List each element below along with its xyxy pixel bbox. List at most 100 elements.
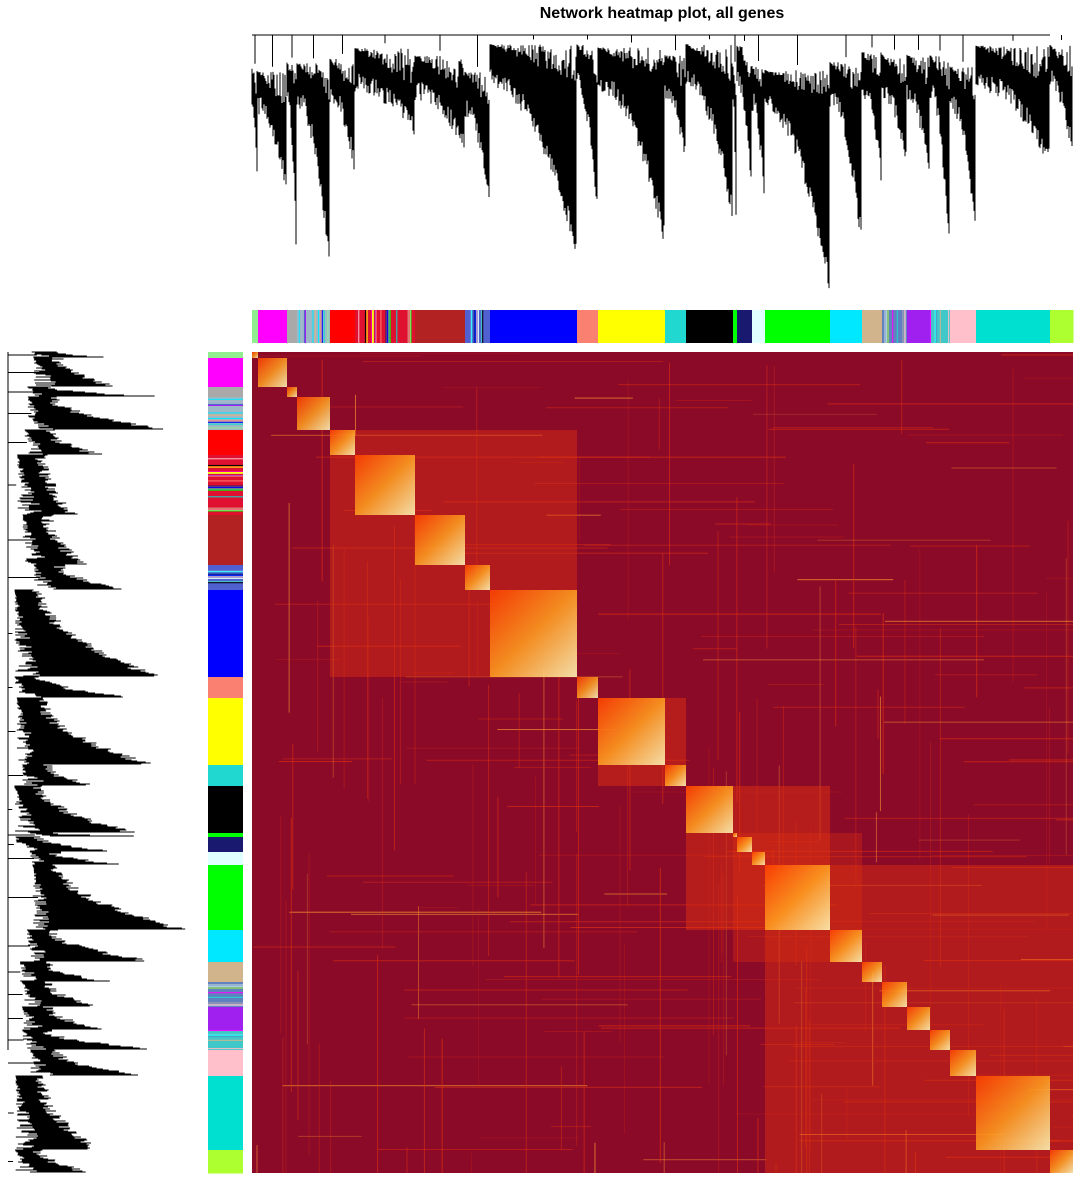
heatmap-stripe (718, 883, 720, 1173)
module-bar-left (208, 352, 243, 359)
heatmap-stripe (1065, 558, 1067, 855)
heatmap-stripe (1067, 520, 1069, 754)
heatmap-stripe (884, 620, 1073, 622)
heatmap-stripe (620, 509, 834, 511)
module-bar-left (208, 833, 243, 838)
heatmap-stripe (717, 531, 719, 761)
heatmap-stripe (256, 1145, 258, 1173)
heatmap-stripe (793, 1002, 1073, 1004)
heatmap-stripe (795, 1025, 797, 1173)
module-bar-top (258, 310, 288, 343)
heatmap-stripe (454, 544, 611, 546)
heatmap-stripe (875, 812, 877, 863)
heatmap-stripe (763, 884, 982, 886)
module-stripe (885, 310, 887, 343)
heatmap-stripe (381, 697, 383, 948)
heatmap-stripe (401, 681, 448, 683)
module-stripe (312, 310, 314, 343)
heatmap-stripe (330, 1081, 332, 1173)
heatmap-stripe (773, 706, 965, 708)
module-stripe (208, 458, 243, 460)
module-stripe (304, 310, 306, 343)
module-stripe (208, 574, 243, 576)
heatmap-stripe (442, 386, 541, 388)
heatmap-stripe (627, 380, 629, 620)
heatmap-stripe (805, 987, 807, 1147)
heatmap-stripe (715, 523, 772, 525)
heatmap-stripe (703, 659, 984, 661)
heatmap-stripe (292, 743, 294, 890)
heatmap-stripe (810, 827, 812, 1150)
module-bar-left (208, 930, 243, 963)
module-stripe (380, 310, 382, 343)
heatmap-stripe (575, 700, 577, 832)
heatmap-stripe (854, 928, 1073, 930)
heatmap-stripe (507, 806, 600, 808)
heatmap-stripe (879, 696, 881, 811)
module-bar-left (208, 590, 243, 678)
heatmap-stripe (598, 1025, 751, 1027)
module-stripe (902, 310, 904, 343)
module-bar-top (465, 310, 491, 343)
heatmap-stripe (578, 455, 580, 542)
heatmap-stripe (787, 1060, 1073, 1062)
heatmap-stripe (932, 914, 1069, 916)
module-stripe (208, 1004, 243, 1006)
heatmap-stripe (477, 601, 479, 678)
module-stripe (482, 310, 484, 343)
module-stripe (320, 310, 322, 343)
heatmap-stripe (915, 1151, 917, 1173)
heatmap-stripe (326, 875, 455, 877)
heatmap-stripe (763, 1086, 881, 1088)
module-stripe (208, 582, 243, 584)
heatmap-block (490, 590, 577, 677)
heatmap-stripe (350, 913, 579, 915)
heatmap-stripe (973, 804, 1073, 806)
heatmap-stripe (504, 976, 732, 978)
heatmap-stripe (668, 362, 670, 566)
module-bar-left (208, 786, 243, 834)
heatmap-stripe (810, 1024, 985, 1026)
module-stripe (905, 310, 907, 343)
heatmap-stripe (757, 1118, 759, 1173)
heatmap-block (830, 930, 862, 962)
module-stripe (208, 1030, 243, 1032)
heatmap-block (577, 677, 598, 698)
module-bar-left (208, 677, 243, 699)
module-bar-left (208, 865, 243, 931)
heatmap-stripe (643, 1159, 767, 1161)
heatmap-stripe (329, 931, 638, 933)
heatmap-stripe (767, 684, 824, 686)
heatmap-stripe (1052, 1126, 1073, 1128)
module-stripe (892, 310, 894, 343)
heatmap-stripe (332, 544, 334, 778)
heatmap-stripe (989, 1054, 1073, 1056)
heatmap-block (765, 865, 830, 930)
heatmap-stripe (872, 970, 874, 1086)
heatmap-stripe (701, 635, 984, 637)
heatmap-stripe (406, 1147, 408, 1173)
module-bar-top (976, 310, 1051, 343)
module-stripe (327, 310, 329, 343)
heatmap-stripe (538, 854, 776, 856)
module-stripe (208, 414, 243, 416)
heatmap-stripe (411, 1004, 628, 1006)
heatmap-block (297, 397, 330, 430)
heatmap-stripe (538, 456, 786, 458)
heatmap-block (330, 430, 355, 455)
heatmap-stripe (821, 1093, 823, 1173)
heatmap-stripe (910, 545, 1030, 547)
heatmap-stripe (468, 884, 535, 886)
heatmap-stripe (658, 398, 660, 450)
heatmap-stripe (543, 668, 545, 948)
module-stripe (934, 310, 936, 343)
heatmap-stripe (737, 896, 739, 1173)
module-stripe (208, 480, 243, 482)
heatmap-stripe (1049, 708, 1051, 864)
module-stripe (948, 310, 950, 343)
heatmap-stripe (939, 628, 941, 967)
module-bar-left (208, 1007, 243, 1031)
heatmap-stripe (974, 1074, 1073, 1076)
heatmap-stripe (746, 524, 838, 526)
module-stripe (208, 576, 243, 578)
